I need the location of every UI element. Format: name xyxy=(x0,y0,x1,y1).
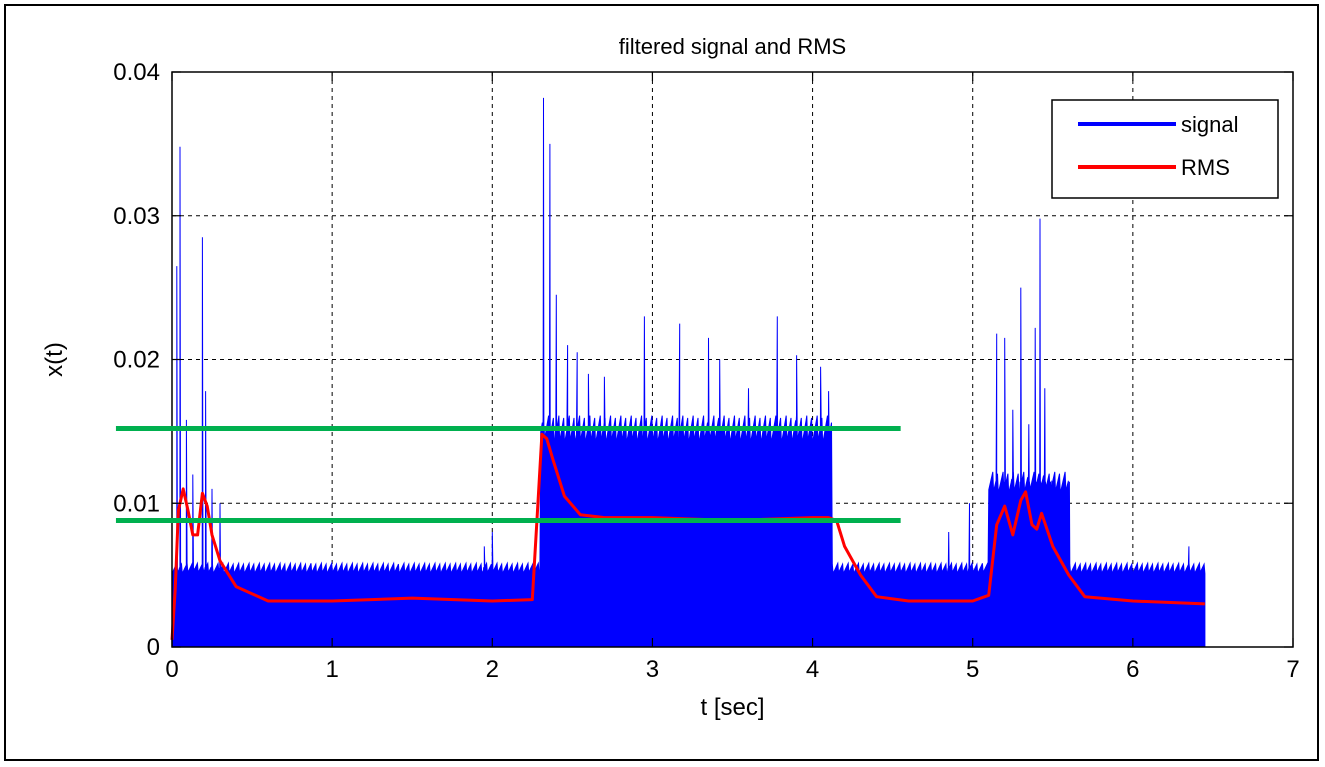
y-tick-label: 0.02 xyxy=(113,347,160,374)
legend: signal RMS xyxy=(1051,99,1279,199)
axes-layer: 0 1 2 3 4 5 6 7 0 0.01 0.02 0.03 0.04 xyxy=(113,59,1299,683)
reference-lines xyxy=(115,426,901,523)
x-tick-label: 2 xyxy=(486,656,499,683)
x-axis-label: t [sec] xyxy=(700,694,764,721)
y-tick-label: 0.01 xyxy=(113,490,160,517)
y-tick-label: 0.03 xyxy=(113,203,160,230)
legend-entry-rms: RMS xyxy=(1181,155,1230,180)
x-tick-label: 0 xyxy=(165,656,178,683)
chart-title: filtered signal and RMS xyxy=(619,34,846,59)
y-tick-label: 0.04 xyxy=(113,59,160,86)
legend-box xyxy=(1051,99,1279,199)
figure-frame: 0 1 2 3 4 5 6 7 0 0.01 0.02 0.03 0.04 filtered signa… xyxy=(4,4,1319,761)
signal-series xyxy=(171,97,1206,648)
x-tick-label: 3 xyxy=(646,656,659,683)
y-tick-label: 0 xyxy=(147,634,160,661)
x-tick-label: 5 xyxy=(966,656,979,683)
chart-canvas: 0 1 2 3 4 5 6 7 0 0.01 0.02 0.03 0.04 filtered signa… xyxy=(41,34,1300,721)
legend-entry-signal: signal xyxy=(1181,112,1238,137)
data-layer xyxy=(170,97,1206,648)
y-axis-label: x(t) xyxy=(41,342,68,377)
x-tick-label: 1 xyxy=(325,656,338,683)
x-tick-label: 6 xyxy=(1126,656,1139,683)
x-tick-label: 4 xyxy=(806,656,819,683)
rms-series xyxy=(170,432,1205,640)
x-tick-label: 7 xyxy=(1286,656,1299,683)
